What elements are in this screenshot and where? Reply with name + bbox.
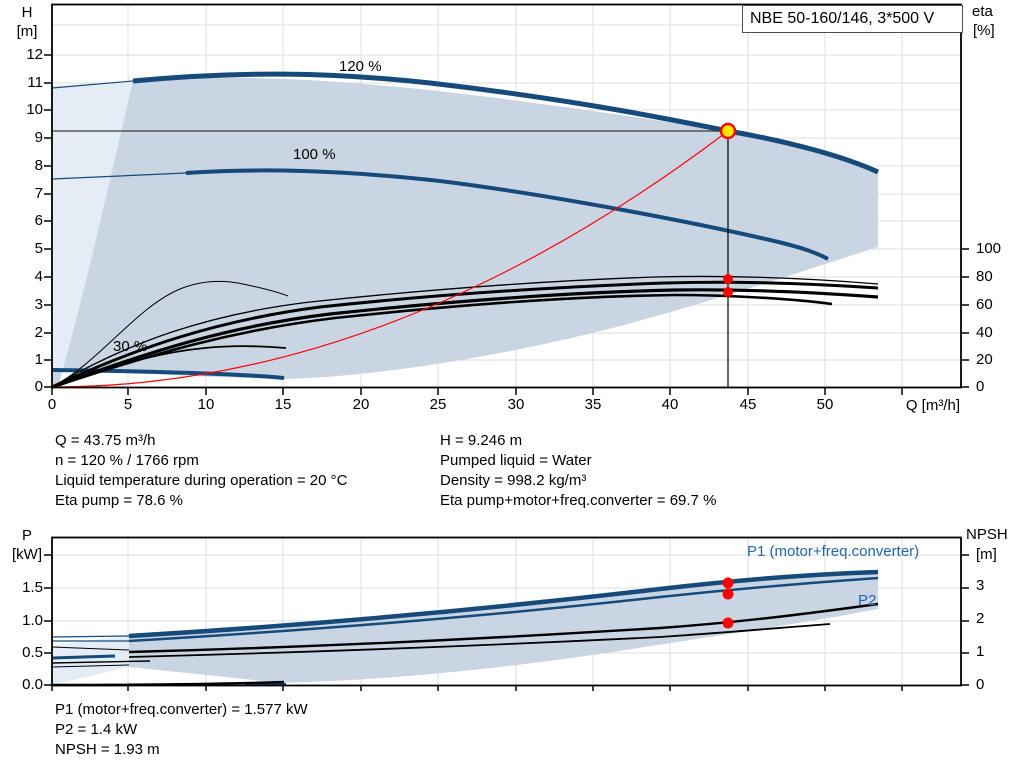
top-chart-markers <box>719 122 737 297</box>
power-info: P1 (motor+freq.converter) = 1.577 kW P2 … <box>55 700 308 760</box>
h-tick: 11 <box>27 74 43 91</box>
p1-dot <box>722 577 734 589</box>
info-density: Density = 998.2 kg/m³ <box>440 472 587 489</box>
info-q: Q = 43.75 m³/h <box>55 432 156 449</box>
q-tick: 0 <box>47 396 57 413</box>
npsh-axis-unit: [m] <box>976 546 997 563</box>
q-tick: 30 <box>507 396 525 413</box>
p-axis-unit: [kW] <box>12 546 42 563</box>
info-n: n = 120 % / 1766 rpm <box>55 452 199 469</box>
h-tick: 3 <box>34 296 43 313</box>
info-npsh: NPSH = 1.93 m <box>55 741 160 758</box>
h-tick: 10 <box>26 101 43 118</box>
q-tick: 15 <box>274 396 292 413</box>
bottom-chart-markers <box>722 577 734 629</box>
npsh-tick: 1 <box>976 643 985 660</box>
eta-tick: 20 <box>976 351 993 368</box>
q-tick: 5 <box>123 396 133 413</box>
h-axis-unit: [m] <box>16 23 38 40</box>
pump-curve-100-lead <box>51 172 187 180</box>
system-curve <box>51 130 729 388</box>
p-tick: 1.5 <box>22 579 43 596</box>
pump-curve-120 <box>132 71 880 175</box>
info-p1: P1 (motor+freq.converter) = 1.577 kW <box>55 701 308 718</box>
pump-curve-100 <box>185 168 829 261</box>
bottom-chart-axes <box>44 536 969 691</box>
curve-label-100: 100 % <box>293 146 336 163</box>
h-tick: 4 <box>34 268 43 285</box>
duty-point-lines <box>52 130 729 387</box>
p1-curve <box>128 569 879 639</box>
p-axis-title: P <box>21 527 32 544</box>
eta-tick: 0 <box>976 378 985 395</box>
top-chart-axes <box>44 3 969 395</box>
npsh-tick: 0 <box>976 676 985 693</box>
eta-total-dot <box>723 287 733 297</box>
h-tick: 9 <box>34 129 43 146</box>
eta-pump-dot <box>723 274 733 284</box>
p-tick: 0.0 <box>22 676 43 693</box>
duty-info-right: H = 9.246 m Pumped liquid = Water Densit… <box>440 431 716 511</box>
operating-point-marker <box>719 122 737 140</box>
q-tick: 50 <box>816 396 834 413</box>
p-tick: 1.0 <box>22 612 43 629</box>
p2-curve <box>128 576 879 643</box>
h-tick: 2 <box>34 324 43 341</box>
h-tick: 6 <box>34 212 43 229</box>
curve-label-30: 30 % <box>113 338 148 355</box>
info-h: H = 9.246 m <box>440 432 523 449</box>
p2-dot <box>722 588 734 600</box>
h-axis-title: H <box>21 4 33 21</box>
p1-curve-label: P1 (motor+freq.converter) <box>747 543 920 560</box>
eta-tick: 80 <box>976 268 993 285</box>
eta-tick: 60 <box>976 296 993 313</box>
pump-type-title: NBE 50-160/146, 3*500 V <box>742 5 963 33</box>
q-tick: 35 <box>584 396 602 413</box>
q-tick: 25 <box>429 396 447 413</box>
h-tick: 0 <box>34 378 43 395</box>
p-tick: 0.5 <box>22 644 43 661</box>
info-eta-pump: Eta pump = 78.6 % <box>55 492 183 509</box>
npsh-dot <box>722 617 734 629</box>
eta-tick: 100 <box>976 240 1002 257</box>
h-tick: 1 <box>34 351 43 368</box>
h-tick: 7 <box>34 185 43 202</box>
info-liquid: Pumped liquid = Water <box>440 452 592 469</box>
info-eta-total: Eta pump+motor+freq.converter = 69.7 % <box>440 492 717 509</box>
info-p2: P2 = 1.4 kW <box>55 721 138 738</box>
q-tick: 40 <box>661 396 679 413</box>
h-tick: 12 <box>26 46 43 63</box>
eta-tick: 40 <box>976 324 993 341</box>
q-axis-title: Q [m³/h] <box>905 397 960 414</box>
npsh-tick: 3 <box>976 577 985 594</box>
npsh-tick: 2 <box>976 610 985 627</box>
curve-label-120: 120 % <box>339 58 382 75</box>
power-curves <box>51 569 879 685</box>
info-temp: Liquid temperature during operation = 20… <box>55 472 348 489</box>
top-chart-operating-envelope <box>52 77 878 388</box>
pump-curve-120-lead <box>51 80 134 89</box>
npsh-axis-title: NPSH <box>966 526 1008 543</box>
q-tick: 10 <box>197 396 215 413</box>
q-tick: 20 <box>352 396 370 413</box>
p2-curve-label: P2 <box>858 592 877 609</box>
efficiency-curves <box>51 275 879 389</box>
h-tick: 8 <box>34 157 43 174</box>
eta-axis-unit: [%] <box>973 22 995 39</box>
duty-info-left: Q = 43.75 m³/h n = 120 % / 1766 rpm Liqu… <box>55 431 347 511</box>
eta-axis-title: eta <box>972 3 993 20</box>
h-tick: 5 <box>34 240 43 257</box>
q-tick: 45 <box>739 396 757 413</box>
npsh-curve <box>128 602 879 654</box>
